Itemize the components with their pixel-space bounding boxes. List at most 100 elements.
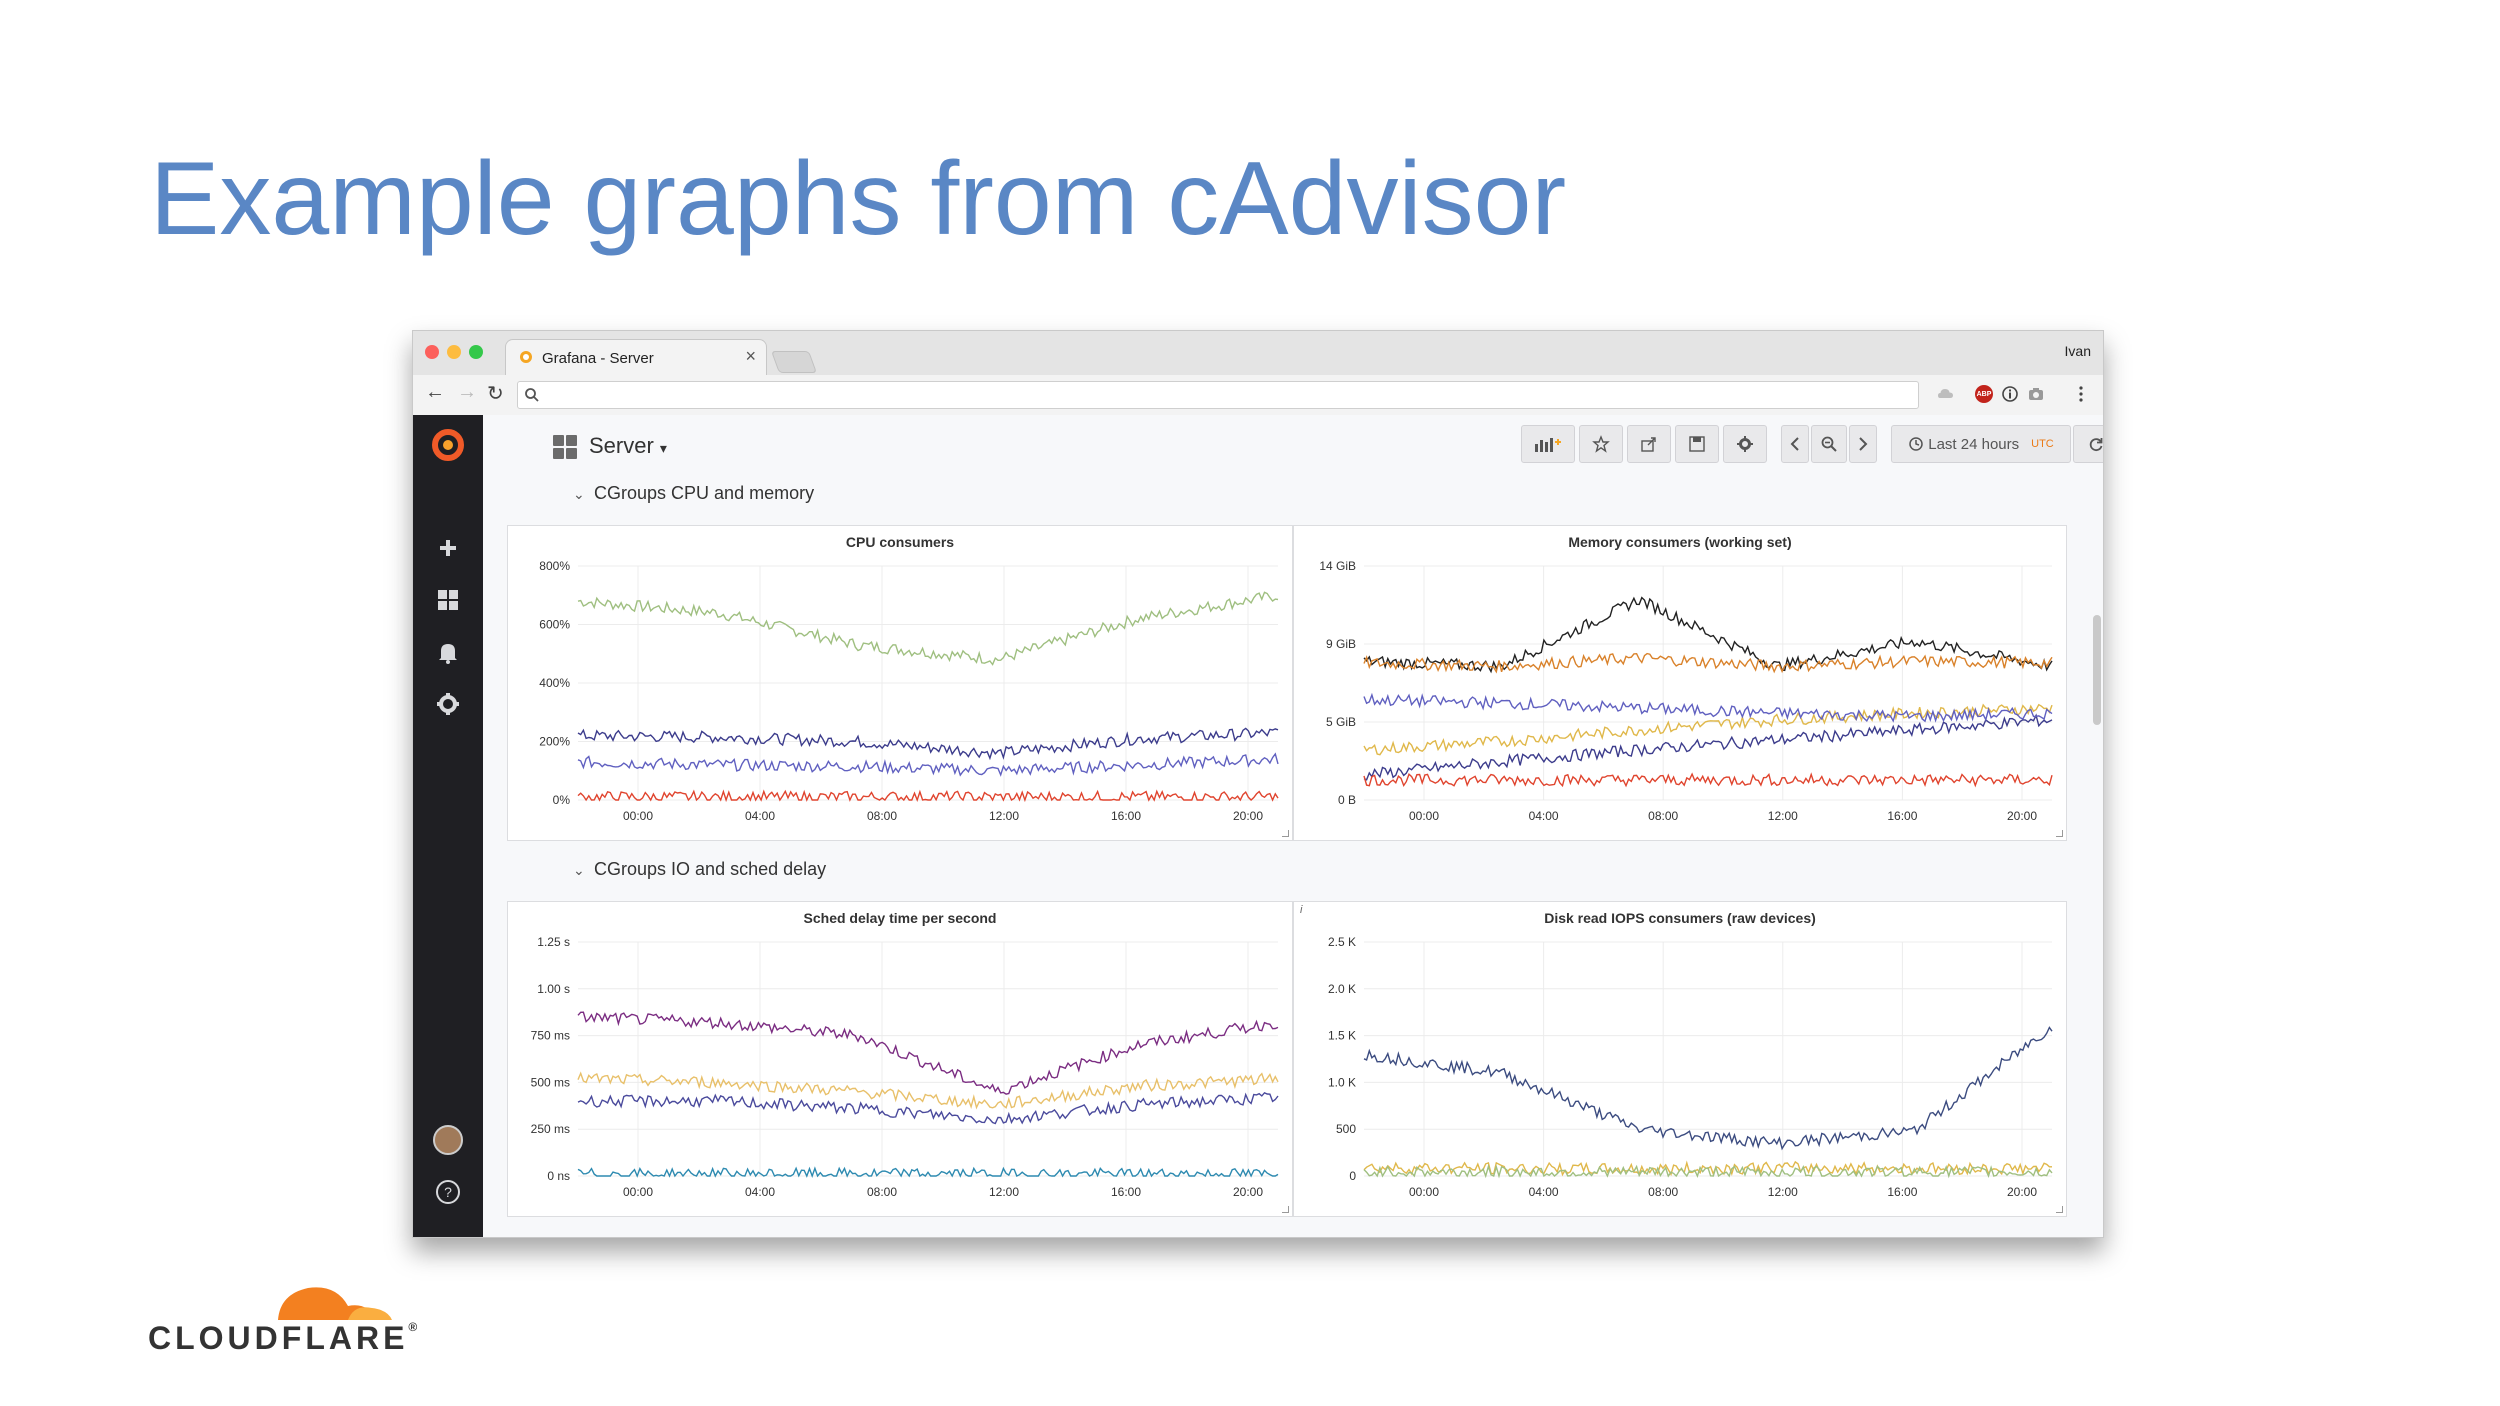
chevron-down-icon: ⌄	[573, 862, 585, 878]
x-tick-label: 08:00	[867, 809, 897, 823]
search-icon	[525, 388, 539, 402]
alerting-bell-icon[interactable]	[433, 637, 463, 667]
time-picker-button[interactable]: Last 24 hours UTC	[1891, 425, 2071, 463]
panel-sched-delay[interactable]: Sched delay time per second 1.25 s 1.00 s…	[507, 901, 1293, 1217]
x-tick-label: 00:00	[623, 1185, 653, 1199]
series-line	[577, 752, 1279, 777]
series-line	[1363, 652, 2053, 674]
url-input[interactable]	[517, 381, 1919, 409]
refresh-button[interactable]	[2073, 425, 2103, 463]
avatar[interactable]	[433, 1125, 463, 1155]
series-line	[1363, 703, 2053, 756]
grafana-sidebar: ?	[413, 415, 483, 1237]
reload-button[interactable]: ↻	[487, 383, 504, 405]
y-tick-label: 1.25 s	[537, 935, 570, 949]
forward-button[interactable]: →	[457, 381, 477, 403]
x-tick-label: 16:00	[1111, 809, 1141, 823]
y-tick-label: 2.5 K	[1328, 935, 1356, 949]
series-line	[1363, 596, 2053, 674]
grafana-main: Server ▾ Last 24 hours UTC	[483, 415, 2103, 1237]
panel-resize-handle[interactable]	[2056, 830, 2063, 837]
sched-delay-chart: 1.25 s 1.00 s 750 ms 500 ms 250 ms 0 ns 00:00 0…	[531, 935, 1279, 1199]
series-line	[1363, 713, 2053, 781]
minimize-window-button[interactable]	[447, 345, 461, 359]
y-tick-label: 500	[1336, 1122, 1356, 1136]
zoom-window-button[interactable]	[469, 345, 483, 359]
x-tick-label: 04:00	[1529, 1185, 1559, 1199]
close-window-button[interactable]	[425, 345, 439, 359]
save-icon	[1689, 436, 1705, 452]
zoom-out-button[interactable]	[1811, 425, 1847, 463]
grafana-logo-icon[interactable]	[428, 425, 468, 465]
star-button[interactable]	[1579, 425, 1623, 463]
row-io-sched[interactable]: ⌄ CGroups IO and sched delay	[573, 859, 826, 880]
x-tick-label: 20:00	[1233, 809, 1263, 823]
panel-title[interactable]: Memory consumers (working set)	[1568, 534, 1792, 550]
y-tick-label: 0 B	[1338, 793, 1356, 807]
panel-disk-read-iops[interactable]: Disk read IOPS consumers (raw devices) i…	[1293, 901, 2067, 1217]
browser-tab[interactable]: Grafana - Server ×	[505, 339, 767, 376]
save-button[interactable]	[1675, 425, 1719, 463]
x-tick-label: 04:00	[1529, 809, 1559, 823]
browser-profile-name[interactable]: Ivan	[2064, 343, 2091, 359]
dashboard-title[interactable]: Server ▾	[589, 433, 667, 459]
x-tick-label: 00:00	[1409, 809, 1439, 823]
menu-dots-icon[interactable]	[2077, 385, 2085, 403]
x-tick-label: 20:00	[2007, 809, 2037, 823]
panel-title[interactable]: CPU consumers	[845, 534, 955, 550]
dashboard-caret-icon: ▾	[659, 440, 667, 456]
series-line	[577, 1166, 1279, 1179]
row-cpu-memory[interactable]: ⌄ CGroups CPU and memory	[573, 483, 814, 504]
browser-tabbar: Grafana - Server × Ivan	[413, 331, 2103, 376]
help-icon[interactable]: ?	[433, 1177, 463, 1207]
address-bar: ← → ↻ ABP	[413, 375, 2103, 416]
x-tick-label: 20:00	[1233, 1185, 1263, 1199]
series-line	[1363, 1026, 2053, 1151]
y-tick-label: 1.5 K	[1328, 1029, 1356, 1043]
x-tick-label: 16:00	[1887, 1185, 1917, 1199]
panel-cpu-consumers[interactable]: CPU consumers 800% 600% 400% 200% 0% 00:00 04:…	[507, 525, 1293, 841]
new-tab-button[interactable]	[770, 351, 818, 373]
plus-icon[interactable]	[433, 533, 463, 563]
cloudflare-wordmark: CLOUDFLARE®	[148, 1320, 417, 1357]
panel-resize-handle[interactable]	[2056, 1206, 2063, 1213]
series-line	[1363, 1164, 2053, 1179]
y-tick-label: 0 ns	[547, 1169, 570, 1183]
time-back-button[interactable]	[1781, 425, 1809, 463]
scrollbar[interactable]	[2093, 615, 2101, 725]
brand-name: CLOUDFLARE	[148, 1320, 409, 1356]
row-title: CGroups CPU and memory	[594, 483, 815, 503]
panel-title[interactable]: Sched delay time per second	[803, 910, 997, 926]
time-forward-button[interactable]	[1849, 425, 1877, 463]
add-panel-button[interactable]	[1521, 425, 1575, 463]
panel-resize-handle[interactable]	[1282, 830, 1289, 837]
panel-title[interactable]: Disk read IOPS consumers (raw devices)	[1544, 910, 1816, 926]
series-line	[577, 1011, 1279, 1095]
x-tick-label: 08:00	[867, 1185, 897, 1199]
panel-resize-handle[interactable]	[1282, 1206, 1289, 1213]
share-button[interactable]	[1627, 425, 1671, 463]
cloud-icon[interactable]	[1937, 385, 1955, 403]
gear-icon[interactable]	[433, 689, 463, 719]
back-button[interactable]: ←	[425, 381, 445, 403]
row-title: CGroups IO and sched delay	[594, 859, 827, 879]
settings-button[interactable]	[1723, 425, 1767, 463]
panel-info-icon[interactable]: i	[1300, 904, 1303, 916]
x-tick-label: 12:00	[989, 809, 1019, 823]
y-tick-label: 5 GiB	[1326, 715, 1356, 729]
svg-text:?: ?	[444, 1184, 452, 1200]
x-tick-label: 08:00	[1648, 809, 1678, 823]
adblock-icon[interactable]: ABP	[1975, 385, 1993, 403]
panel-memory-consumers[interactable]: Memory consumers (working set) 14 GiB 9 G…	[1293, 525, 2067, 841]
series-line	[1363, 692, 2053, 723]
dashboards-icon[interactable]	[433, 585, 463, 615]
camera-icon[interactable]	[2027, 385, 2045, 403]
info-icon[interactable]	[2001, 385, 2019, 403]
x-tick-label: 12:00	[1768, 809, 1798, 823]
series-line	[577, 1071, 1279, 1110]
cloudflare-cloud-logo	[278, 1287, 392, 1320]
series-line	[577, 727, 1279, 761]
series-line	[577, 789, 1279, 803]
tab-close-icon[interactable]: ×	[745, 346, 756, 366]
y-tick-label: 1.00 s	[537, 982, 570, 996]
